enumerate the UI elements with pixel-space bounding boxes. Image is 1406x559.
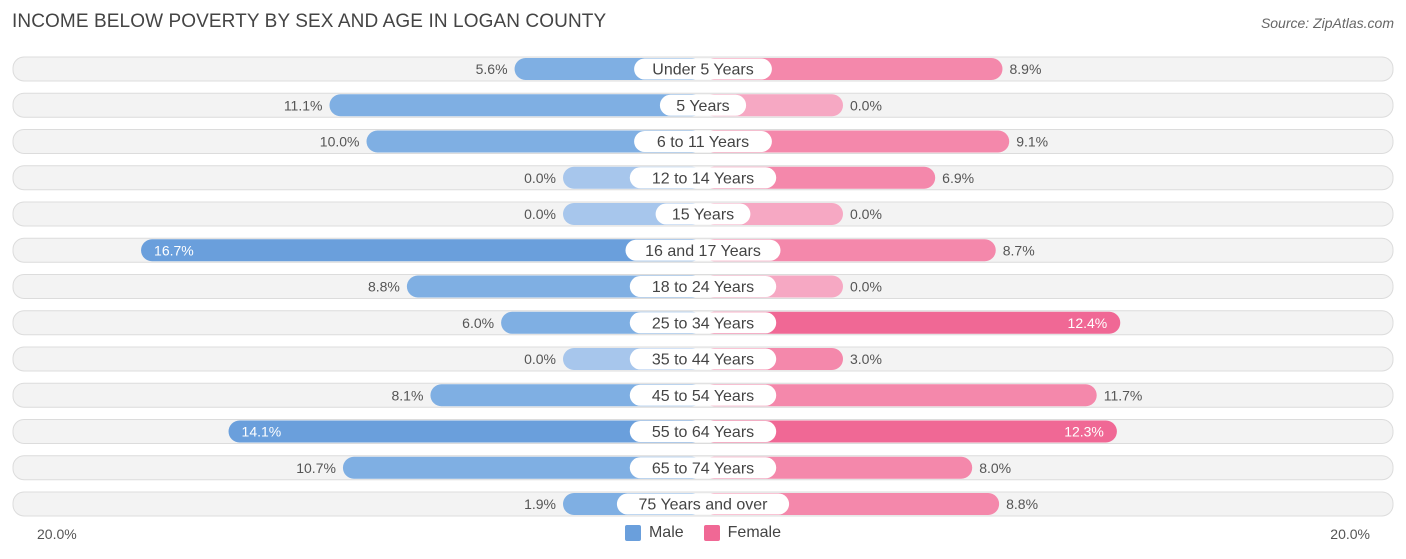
female-value-label: 0.0%	[850, 206, 882, 222]
category-label-bg	[616, 493, 790, 515]
legend-item-male: Male	[624, 524, 684, 542]
male-bar	[228, 420, 703, 443]
female-value-label: 0.0%	[850, 97, 882, 113]
male-bar	[141, 239, 704, 262]
legend-swatch-female	[703, 525, 720, 541]
male-value-label: 16.7%	[154, 242, 194, 258]
female-value-label: 9.1%	[1016, 134, 1048, 150]
category-label: 15 Years	[672, 207, 734, 224]
category-label-bg	[634, 58, 772, 80]
male-value-label: 10.7%	[296, 460, 336, 476]
category-label: 65 to 74 Years	[652, 460, 754, 477]
category-label-bg	[655, 203, 751, 225]
female-bar	[703, 58, 1003, 80]
category-label-bg	[629, 384, 777, 406]
category-label: 16 and 17 Years	[645, 243, 761, 260]
female-value-label: 8.8%	[1006, 496, 1038, 512]
axis-right-label: 20.0%	[1330, 526, 1370, 542]
female-value-label: 12.4%	[1068, 315, 1108, 331]
male-value-label: 5.6%	[476, 61, 508, 77]
category-label: 55 to 64 Years	[652, 424, 754, 441]
category-label: Under 5 Years	[652, 62, 753, 79]
male-value-label: 8.1%	[392, 387, 424, 403]
female-bar	[703, 384, 1097, 407]
category-label: 75 Years and over	[639, 497, 769, 514]
female-value-label: 0.0%	[850, 279, 882, 295]
female-value-label: 8.7%	[1003, 242, 1035, 258]
category-label: 18 to 24 Years	[652, 279, 754, 296]
female-bar	[703, 311, 1121, 334]
female-bar	[703, 420, 1117, 443]
male-value-label: 8.8%	[368, 279, 400, 295]
category-label: 45 to 54 Years	[652, 388, 754, 405]
category-label: 12 to 14 Years	[652, 170, 754, 187]
category-label-bg	[659, 94, 747, 116]
category-label: 6 to 11 Years	[657, 134, 749, 151]
male-bar	[329, 94, 703, 117]
female-value-label: 8.0%	[979, 460, 1011, 476]
axis-left-label: 20.0%	[37, 526, 77, 542]
category-label: 35 to 44 Years	[652, 352, 754, 369]
category-label-bg	[634, 131, 772, 152]
male-bar	[366, 130, 703, 153]
legend-swatch-male	[624, 525, 641, 541]
category-label-bg	[629, 421, 777, 442]
male-value-label: 0.0%	[524, 206, 556, 222]
female-value-label: 8.9%	[1009, 61, 1041, 77]
male-value-label: 6.0%	[462, 315, 494, 331]
male-value-label: 14.1%	[242, 424, 282, 440]
chart-title: INCOME BELOW POVERTY BY SEX AND AGE IN L…	[12, 11, 607, 32]
category-label: 5 Years	[676, 98, 729, 115]
category-label: 25 to 34 Years	[652, 315, 754, 332]
legend-label-female: Female	[727, 524, 782, 541]
male-value-label: 0.0%	[524, 170, 556, 186]
male-value-label: 11.1%	[284, 97, 323, 113]
male-value-label: 10.0%	[320, 134, 360, 150]
legend-item-female: Female	[703, 524, 782, 542]
poverty-chart: Under 5 Years 5.6% 8.9% 5 Years 11.1% 0.0% 6 t…	[12, 56, 1394, 517]
male-bar	[342, 456, 703, 479]
male-value-label: 0.0%	[524, 351, 556, 367]
legend: Male Female	[0, 524, 1406, 542]
source-label: Source: ZipAtlas.com	[1260, 15, 1394, 31]
legend-label-male: Male	[648, 524, 684, 541]
category-label-bg	[629, 312, 777, 334]
category-label-bg	[629, 348, 777, 370]
female-value-label: 12.3%	[1064, 424, 1104, 440]
category-label-bg	[629, 276, 777, 297]
female-bar	[703, 130, 1010, 153]
category-label-bg	[629, 167, 777, 189]
female-value-label: 11.7%	[1104, 387, 1143, 403]
female-value-label: 6.9%	[942, 170, 974, 186]
male-value-label: 1.9%	[524, 496, 556, 512]
male-bar	[406, 275, 703, 298]
female-value-label: 3.0%	[850, 351, 882, 367]
category-label-bg	[625, 239, 781, 261]
category-label-bg	[629, 457, 777, 479]
